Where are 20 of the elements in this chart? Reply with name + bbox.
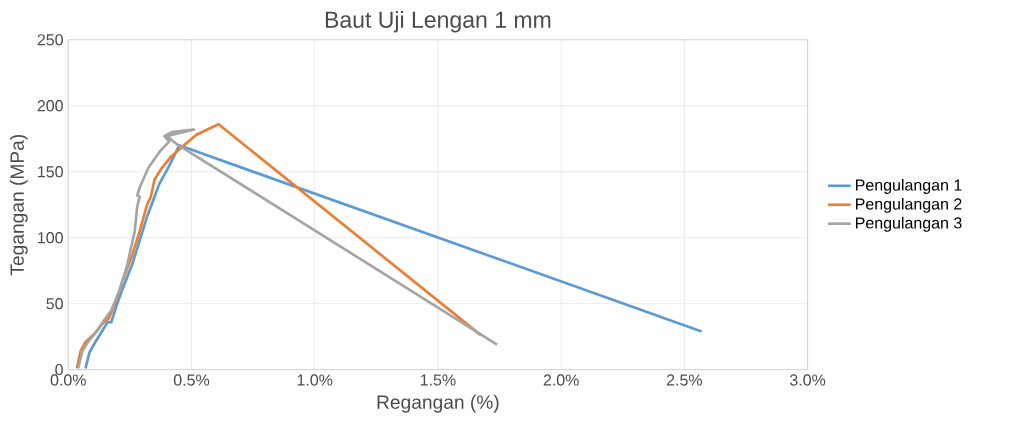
line-series	[84, 144, 703, 370]
x-tick-label: 1.5%	[420, 374, 456, 386]
legend-label: Pengulangan 3	[856, 216, 962, 232]
y-tick-label: 50	[46, 298, 63, 310]
x-axis-title: Regangan (%)	[377, 394, 499, 413]
x-tick-label: 2.5%	[666, 374, 703, 386]
y-axis-title: Tegangan (MPa)	[9, 135, 28, 276]
legend-label: Pengulangan 2	[856, 197, 962, 213]
x-tick-label: 3.0%	[789, 374, 826, 386]
y-tick-label: 200	[37, 100, 63, 112]
x-tick-label: 1.0%	[297, 374, 333, 386]
y-tick-label: 150	[38, 166, 63, 178]
legend-label: Pengulangan 1	[856, 179, 962, 194]
y-tick-label: 0	[55, 364, 63, 376]
y-tick-label: 100	[38, 232, 63, 244]
x-tick-label: 0.0%	[50, 374, 86, 386]
x-tick-label: 2.0%	[543, 374, 579, 386]
y-tick-label: 250	[37, 34, 63, 46]
chart-title: Baut Uji Lengan 1 mm	[325, 10, 551, 33]
x-tick-label: 0.5%	[173, 374, 210, 386]
